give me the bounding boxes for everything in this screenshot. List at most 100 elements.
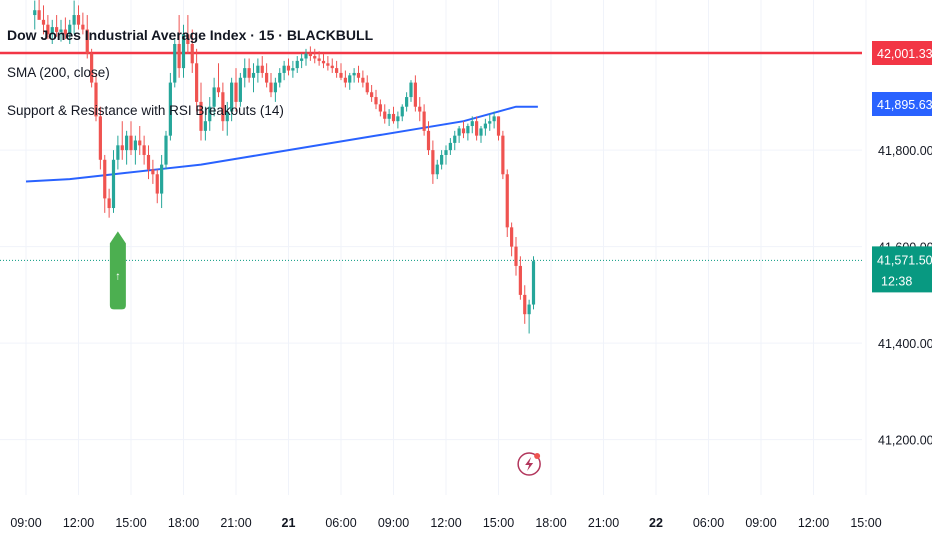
candle xyxy=(496,116,501,141)
candle-body xyxy=(405,97,409,107)
y-tick-label: 41,800.00 xyxy=(878,144,932,158)
candle-body xyxy=(361,77,365,83)
candle-body xyxy=(475,121,479,136)
candle-body xyxy=(308,53,312,57)
candle-body xyxy=(225,111,229,122)
candle-body xyxy=(453,135,457,143)
candle xyxy=(186,15,190,54)
candle xyxy=(116,135,120,170)
candle-body xyxy=(479,128,483,136)
candle xyxy=(313,48,317,64)
indicator-sma-label[interactable]: SMA (200, close) xyxy=(7,65,110,80)
candle-body xyxy=(243,68,247,78)
candle xyxy=(269,72,273,98)
candle-body xyxy=(168,82,172,136)
x-tick-label: 18:00 xyxy=(168,516,199,530)
x-tick-label: 06:00 xyxy=(325,516,356,530)
candle-body xyxy=(278,72,282,83)
x-tick-label: 21:00 xyxy=(220,516,251,530)
candle-body xyxy=(510,227,514,247)
candle-body xyxy=(383,111,387,119)
candle-body xyxy=(300,58,304,61)
candle-body xyxy=(151,169,155,175)
candle-body xyxy=(483,123,487,129)
candle xyxy=(129,121,133,155)
candle-body xyxy=(230,82,234,112)
candle xyxy=(413,75,417,112)
candle xyxy=(120,121,124,160)
candle xyxy=(317,51,321,66)
candle-body xyxy=(120,145,124,151)
candle-body xyxy=(107,198,111,209)
buy-signal-label: ↑ xyxy=(115,270,121,282)
lightning-bolt xyxy=(525,457,534,471)
candle-body xyxy=(133,140,137,151)
candle-body xyxy=(409,82,413,98)
candle-body xyxy=(422,111,426,131)
candle-body xyxy=(33,10,37,16)
time-axis[interactable]: 09:00 12:00 15:00 18:00 21:00 21 06:00 09:00 12:… xyxy=(10,516,881,530)
candle-body xyxy=(138,140,142,146)
candle-body xyxy=(269,82,273,93)
candle-body xyxy=(501,135,505,175)
candle xyxy=(356,65,361,83)
candle-body xyxy=(251,72,256,78)
candle-body xyxy=(234,82,238,102)
x-tick-label: 21 xyxy=(282,516,296,530)
indicator-sr-label[interactable]: Support & Resistance with RSI Breakouts … xyxy=(7,103,284,118)
candle xyxy=(81,12,85,35)
candle-body xyxy=(286,65,291,71)
candle-body xyxy=(531,261,536,305)
candle xyxy=(352,68,356,83)
candle xyxy=(501,130,505,180)
lightning-dot xyxy=(534,453,541,459)
candle xyxy=(400,104,404,122)
candle-body xyxy=(103,159,107,199)
candle xyxy=(479,126,483,143)
buy-signal-shape xyxy=(109,231,126,310)
candle-body xyxy=(81,24,85,30)
candle xyxy=(431,140,435,184)
candle-body xyxy=(448,142,452,151)
candle-body xyxy=(247,68,251,78)
candle-body xyxy=(431,150,435,175)
candle xyxy=(387,109,391,127)
candle xyxy=(492,111,496,129)
x-tick-label: 18:00 xyxy=(535,516,566,530)
candle xyxy=(330,58,334,73)
candle-body xyxy=(160,164,164,194)
candle xyxy=(212,77,216,117)
candle-body xyxy=(492,116,496,122)
x-tick-label: 12:00 xyxy=(798,516,829,530)
candle-body xyxy=(527,304,531,315)
x-tick-label: 09:00 xyxy=(378,516,409,530)
candle-body xyxy=(90,53,94,83)
candle-body xyxy=(177,43,181,69)
candle xyxy=(50,19,54,44)
x-tick-label: 06:00 xyxy=(693,516,724,530)
candle-body xyxy=(378,104,382,112)
candle-body xyxy=(85,29,89,54)
candle xyxy=(221,82,225,131)
candle-body xyxy=(435,164,439,175)
candle xyxy=(475,116,479,141)
candle xyxy=(365,75,369,95)
x-tick-label: 22 xyxy=(649,516,663,530)
candle-body xyxy=(273,82,277,93)
candle-body xyxy=(313,56,317,59)
candle-body xyxy=(457,128,461,136)
candle-body xyxy=(37,10,41,20)
x-tick-label: 12:00 xyxy=(63,516,94,530)
candle xyxy=(98,106,102,170)
candle xyxy=(444,145,448,165)
candle xyxy=(46,15,50,40)
candle-body xyxy=(146,154,151,170)
lightning-icon[interactable] xyxy=(517,452,541,476)
candle xyxy=(461,121,466,139)
candle xyxy=(181,24,186,78)
candle xyxy=(251,63,256,93)
candle xyxy=(470,116,474,134)
candle-body xyxy=(282,65,286,73)
